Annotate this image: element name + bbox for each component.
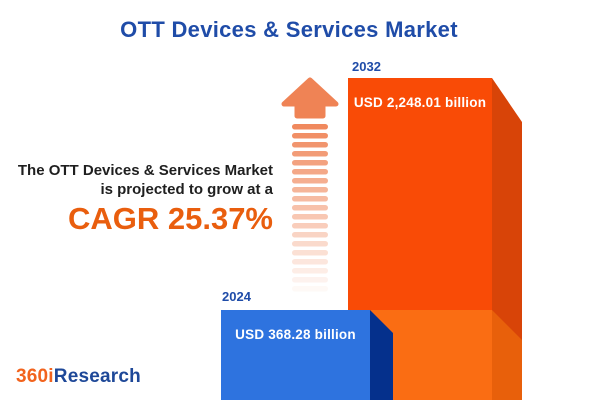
growth-description-line1: The OTT Devices & Services Market: [17, 162, 273, 179]
bar-2024-face: [221, 310, 370, 400]
bar-2032-side-lower: [492, 310, 522, 400]
bar-2032-value-label: USD 2,248.01 billion: [353, 95, 487, 110]
cagr-value: CAGR 25.37%: [67, 201, 273, 236]
brand-logo-prefix: 360i: [16, 366, 54, 387]
page-title: OTT Devices & Services Market: [120, 17, 458, 42]
brand-logo-suffix: Research: [53, 366, 141, 387]
growth-arrow-head: [281, 77, 339, 119]
bar-2024-year-label: 2024: [222, 289, 251, 304]
bar-2032-year-label: 2032: [352, 59, 381, 74]
bar-2024: [221, 310, 393, 400]
growth-arrow-stripes: [292, 124, 328, 292]
bar-2024-side: [370, 310, 393, 400]
bar-2024-value-label: USD 368.28 billion: [235, 327, 356, 342]
growth-arrow-icon: [281, 77, 339, 292]
growth-description-line2: is projected to grow at a: [100, 181, 273, 198]
brand-logo: 360iResearch: [16, 366, 141, 388]
growth-description: The OTT Devices & Services Market is pro…: [18, 161, 273, 235]
